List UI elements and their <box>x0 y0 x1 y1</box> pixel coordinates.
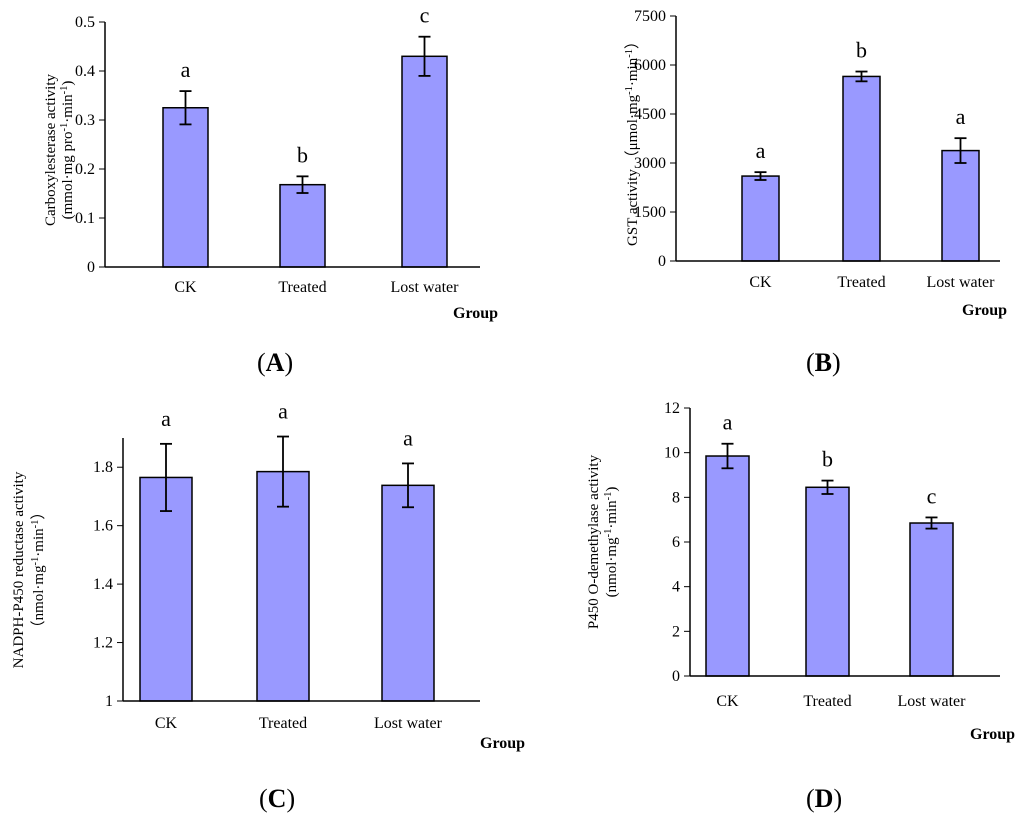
panel-label-c: (C) <box>259 784 296 813</box>
y-tick-label: 0.5 <box>75 14 95 31</box>
significance-label-1: b <box>822 447 833 472</box>
chart-panel-b: 0 1500 3000 4500 6000 7500 a CK b Treated a Lost wa… <box>624 8 1008 319</box>
y-axis-title: NADPH-P450 reductase activity （nmol·mg-1·… <box>11 471 47 668</box>
y-tick-label: 7500 <box>634 8 666 25</box>
y-tick-label: 0 <box>672 668 680 685</box>
significance-label-0: a <box>756 138 766 163</box>
y-tick-label: 8 <box>672 489 680 506</box>
category-label-2: Lost water <box>927 274 996 291</box>
category-label-1: Treated <box>803 693 851 710</box>
y-axis-title-line1: GST activity （μmol·mg-1·min-1） <box>624 34 642 246</box>
bar-0 <box>139 476 193 702</box>
y-tick-label: 6 <box>672 534 680 551</box>
significance-label-1: b <box>297 142 308 167</box>
y-tick-label: 1.8 <box>93 459 113 476</box>
y-tick-label: 0.4 <box>75 63 95 80</box>
chart-panel-a: 0 0.1 0.2 0.3 0.4 0.5 a CK b Treated c Lost water Gr… <box>43 3 498 322</box>
y-axis-title-line1: P450 O-demethylase activity <box>586 454 602 629</box>
bar-0 <box>162 107 209 268</box>
significance-label-2: c <box>420 3 430 28</box>
bar-1 <box>256 470 310 702</box>
category-label-1: Treated <box>278 279 326 296</box>
y-tick-label: 0.2 <box>75 161 95 178</box>
x-axis-title: Group <box>453 305 498 322</box>
y-tick-label: 2 <box>672 623 680 640</box>
significance-label-0: a <box>161 406 171 431</box>
y-axis-title-line2: (nmol·mg-1·min-1) <box>603 487 621 598</box>
y-axis-title: P450 O-demethylase activity (nmol·mg-1·mi… <box>586 454 620 629</box>
bar-2 <box>909 522 954 677</box>
category-label-0: CK <box>749 274 772 291</box>
y-tick-label: 3000 <box>634 155 666 172</box>
significance-label-2: c <box>927 483 937 508</box>
y-tick-label: 0.3 <box>75 112 95 129</box>
significance-label-2: a <box>956 104 966 129</box>
y-tick-label: 10 <box>664 445 680 462</box>
bar-2 <box>941 149 980 262</box>
category-label-0: CK <box>174 279 197 296</box>
y-axis-title: GST activity （μmol·mg-1·min-1） <box>624 34 642 246</box>
y-tick-label: 6000 <box>634 57 666 74</box>
significance-label-0: a <box>181 57 191 82</box>
category-label-2: Lost water <box>898 693 967 710</box>
y-tick-label: 0.1 <box>75 210 95 227</box>
category-label-0: CK <box>716 693 739 710</box>
bar-1 <box>805 486 850 677</box>
bar-2 <box>401 55 448 268</box>
y-tick-label: 0 <box>658 253 666 270</box>
category-label-2: Lost water <box>391 279 460 296</box>
y-axis-title-line1: NADPH-P450 reductase activity <box>11 471 27 668</box>
x-axis-title: Group <box>962 302 1007 319</box>
bar-2 <box>381 484 435 702</box>
x-axis-title: Group <box>970 726 1015 743</box>
y-tick-label: 1 <box>105 693 113 710</box>
y-axis-title-line1: Carboxylesterase activity <box>43 73 59 226</box>
significance-label-2: a <box>403 425 413 450</box>
y-axis-title-line2: （nmol·mg-1·min-1） <box>30 505 48 636</box>
panel-label-d: (D) <box>806 784 843 813</box>
y-tick-label: 12 <box>664 400 680 417</box>
significance-label-1: a <box>278 399 288 424</box>
category-label-1: Treated <box>837 274 885 291</box>
y-tick-label: 1.6 <box>93 518 113 535</box>
bar-0 <box>705 455 750 677</box>
bar-1 <box>842 75 881 262</box>
y-tick-label: 4500 <box>634 106 666 123</box>
bar-0 <box>741 175 780 262</box>
panel-label-b: (B) <box>806 348 841 377</box>
significance-label-0: a <box>723 410 733 435</box>
y-tick-label: 0 <box>87 259 95 276</box>
y-axis-title: Carboxylesterase activity (mmol·mg pro-1·… <box>43 73 76 226</box>
category-label-2: Lost water <box>374 715 443 732</box>
significance-label-1: b <box>856 38 867 63</box>
x-axis-title: Group <box>480 735 525 752</box>
chart-panel-c: 1 1.2 1.4 1.6 1.8 a CK a Treated a Lost water Group… <box>11 399 525 752</box>
category-label-1: Treated <box>259 715 307 732</box>
y-tick-label: 1.2 <box>93 635 113 652</box>
category-label-0: CK <box>155 715 178 732</box>
bar-1 <box>279 183 326 268</box>
y-tick-label: 1500 <box>634 204 666 221</box>
y-axis-title-line2: (mmol·mg pro-1·min-1) <box>59 81 77 220</box>
y-tick-label: 4 <box>672 579 680 596</box>
y-tick-label: 1.4 <box>93 576 113 593</box>
panel-label-a: (A) <box>257 348 294 377</box>
